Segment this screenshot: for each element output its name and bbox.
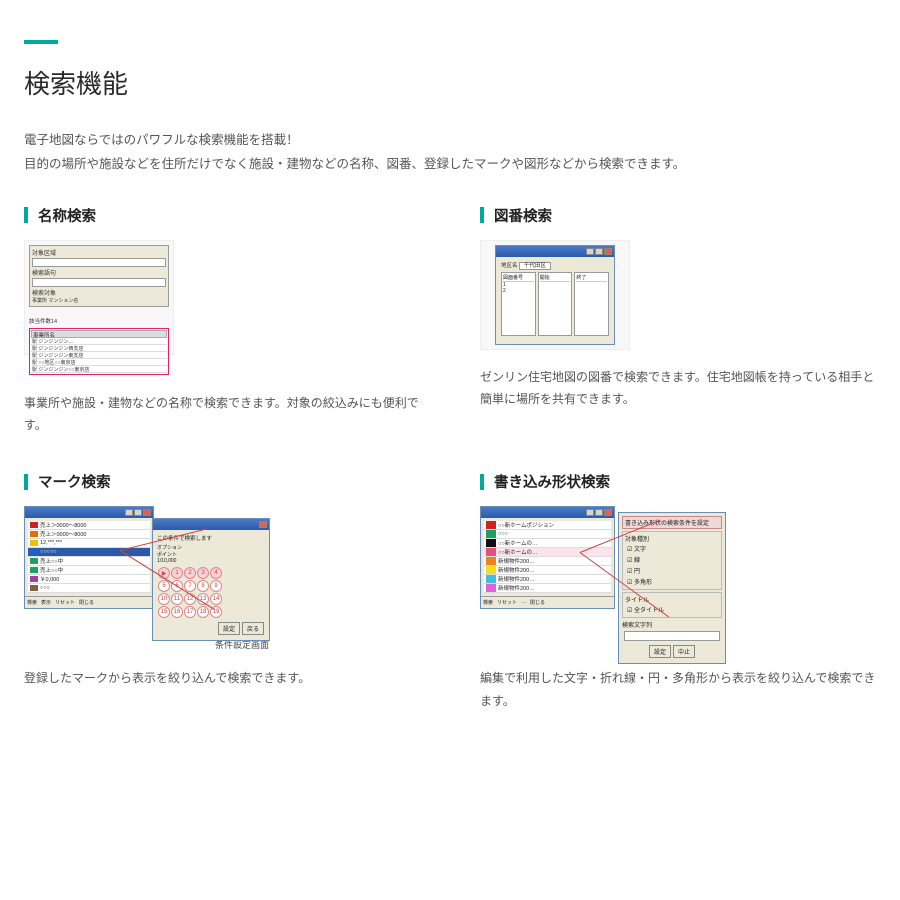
- flag-icon: [30, 576, 38, 582]
- flag-icon: [30, 522, 38, 528]
- color-swatch: [486, 548, 496, 556]
- list-row: 駅 ジンジンジン…: [31, 338, 167, 345]
- intro-line-1: 電子地図ならではのパワフルな検索機能を搭載！: [24, 129, 876, 153]
- sub-title: 書き込み形状の検索条件を設定: [622, 516, 722, 529]
- color-swatch: [486, 539, 496, 547]
- feature-zuban-search: 図番検索 地区名 千代田区 図面番号 1 2: [480, 205, 876, 438]
- group-label: 検索文字列: [622, 620, 722, 629]
- features-grid: 名称検索 対象区域 検索語句 検索対象 事業所 マンション名 該当件数14 事業…: [24, 205, 876, 713]
- mark-row: 売上○○中: [28, 566, 150, 575]
- button: 設定: [218, 622, 240, 635]
- feature-shape-search: 書き込み形状検索 ○○新ホームポジション○○○○○新ホームの…○○新ホームの…新…: [480, 471, 876, 713]
- grid-cell: 1: [171, 567, 183, 579]
- list-header: 事業所名: [31, 330, 167, 338]
- accent-bar: [24, 40, 58, 44]
- shape-search-thumbnail: ○○新ホームポジション○○○○○新ホームの…○○新ホームの…新規物件200…新規…: [480, 506, 725, 636]
- feature-mark-search: マーク検索 売上＞0000～8000売上＞0000～800012,***,***…: [24, 471, 420, 713]
- mark-row: ○○○: [28, 584, 150, 593]
- intro-line-2: 目的の場所や施設などを住所だけでなく施設・建物などの名称、図番、登録したマークや…: [24, 153, 876, 177]
- shape-row: ○○新ホームポジション: [484, 521, 611, 530]
- grid-cell: 9: [210, 580, 222, 592]
- list-row: 駅 ジンジンジン東支店: [31, 352, 167, 359]
- mark-row: ○○○○○: [28, 548, 150, 557]
- grid-cell: 17: [184, 606, 196, 618]
- mark-search-thumbnail: 売上＞0000～8000売上＞0000～800012,***,***○○○○○売…: [24, 506, 269, 636]
- grid-cell: 4: [210, 567, 222, 579]
- mark-row: 売上＞0000～8000: [28, 530, 150, 539]
- field-label: 検索語句: [32, 268, 56, 277]
- flag-icon: [30, 585, 38, 591]
- thumbnail-wrap: 売上＞0000～8000売上＞0000～800012,***,***○○○○○売…: [24, 506, 420, 651]
- flag-icon: [30, 540, 38, 546]
- col-header: 図面番号: [503, 274, 534, 282]
- grid-cell: 2: [184, 567, 196, 579]
- field-label: 対象区域: [32, 248, 56, 257]
- col-header: 終了: [576, 274, 607, 282]
- grid-cell: 16: [171, 606, 183, 618]
- thumbnail-wrap: 対象区域 検索語句 検索対象 事業所 マンション名 該当件数14 事業所名 駅 …: [24, 240, 420, 376]
- grid-cell: 14: [210, 593, 222, 605]
- name-search-thumbnail: 対象区域 検索語句 検索対象 事業所 マンション名 該当件数14 事業所名 駅 …: [24, 240, 174, 355]
- button: 戻る: [242, 622, 264, 635]
- flag-icon: [30, 549, 38, 555]
- zuban-search-thumbnail: 地区名 千代田区 図面番号 1 2 開始 終了: [480, 240, 630, 350]
- page-title: 検索機能: [24, 64, 876, 101]
- field-value: 千代田区: [519, 262, 551, 270]
- color-swatch: [486, 584, 496, 592]
- feature-heading: マーク検索: [24, 471, 420, 492]
- color-swatch: [486, 566, 496, 574]
- color-swatch: [486, 557, 496, 565]
- feature-heading: 名称検索: [24, 205, 420, 226]
- feature-description: 登録したマークから表示を絞り込んで検索できます。: [24, 667, 420, 690]
- color-swatch: [486, 575, 496, 583]
- grid-cell: 3: [197, 567, 209, 579]
- grid-cell: 8: [197, 580, 209, 592]
- color-swatch: [486, 521, 496, 529]
- sub-title: この条件で検索します: [156, 533, 266, 543]
- button: 中止: [673, 645, 695, 658]
- feature-heading: 書き込み形状検索: [480, 471, 876, 492]
- list-row: 駅 ジンジンジン西支店: [31, 345, 167, 352]
- list-row: 駅 ジンジンジン○○東京店: [31, 366, 167, 373]
- col-header: 開始: [540, 274, 571, 282]
- grid-cell: 5: [158, 580, 170, 592]
- shape-row: ○○○: [484, 530, 611, 539]
- mark-row: ￥0,000: [28, 575, 150, 584]
- grid-cell: 18: [197, 606, 209, 618]
- check-label: マンション名: [48, 298, 78, 304]
- field-label: 地区名: [501, 263, 518, 269]
- mark-row: 売上＞0000～8000: [28, 521, 150, 530]
- feature-heading: 図番検索: [480, 205, 876, 226]
- feature-description: 事業所や施設・建物などの名称で検索できます。対象の絞込みにも便利です。: [24, 392, 420, 438]
- button: 設定: [649, 645, 671, 658]
- thumbnail-wrap: 地区名 千代田区 図面番号 1 2 開始 終了: [480, 240, 876, 350]
- feature-name-search: 名称検索 対象区域 検索語句 検索対象 事業所 マンション名 該当件数14 事業…: [24, 205, 420, 438]
- grid-cell: 10: [158, 593, 170, 605]
- shape-row: ○○新ホームの…: [484, 548, 611, 557]
- intro-text: 電子地図ならではのパワフルな検索機能を搭載！ 目的の場所や施設などを住所だけでな…: [24, 129, 876, 177]
- feature-description: ゼンリン住宅地図の図番で検索できます。住宅地図帳を持っている相手と簡単に場所を共…: [480, 366, 876, 412]
- check-label: 事業所: [32, 298, 47, 304]
- flag-icon: [30, 531, 38, 537]
- shape-row: 新規物件200…: [484, 566, 611, 575]
- feature-description: 編集で利用した文字・折れ線・円・多角形から表示を絞り込んで検索できます。: [480, 667, 876, 713]
- flag-icon: [30, 558, 38, 564]
- count-label: 該当件数14: [29, 317, 57, 325]
- flag-icon: [30, 567, 38, 573]
- thumbnail-wrap: ○○新ホームポジション○○○○○新ホームの…○○新ホームの…新規物件200…新規…: [480, 506, 876, 651]
- grid-cell: 11: [171, 593, 183, 605]
- shape-row: 新規物件200…: [484, 584, 611, 593]
- group-label: 対象種別: [625, 534, 719, 543]
- field-label: 検索対象: [32, 288, 56, 297]
- list-row: 駅 ○○地区○○東京店: [31, 359, 167, 366]
- color-swatch: [486, 530, 496, 538]
- shape-row: 新規物件200…: [484, 575, 611, 584]
- grid-cell: 15: [158, 606, 170, 618]
